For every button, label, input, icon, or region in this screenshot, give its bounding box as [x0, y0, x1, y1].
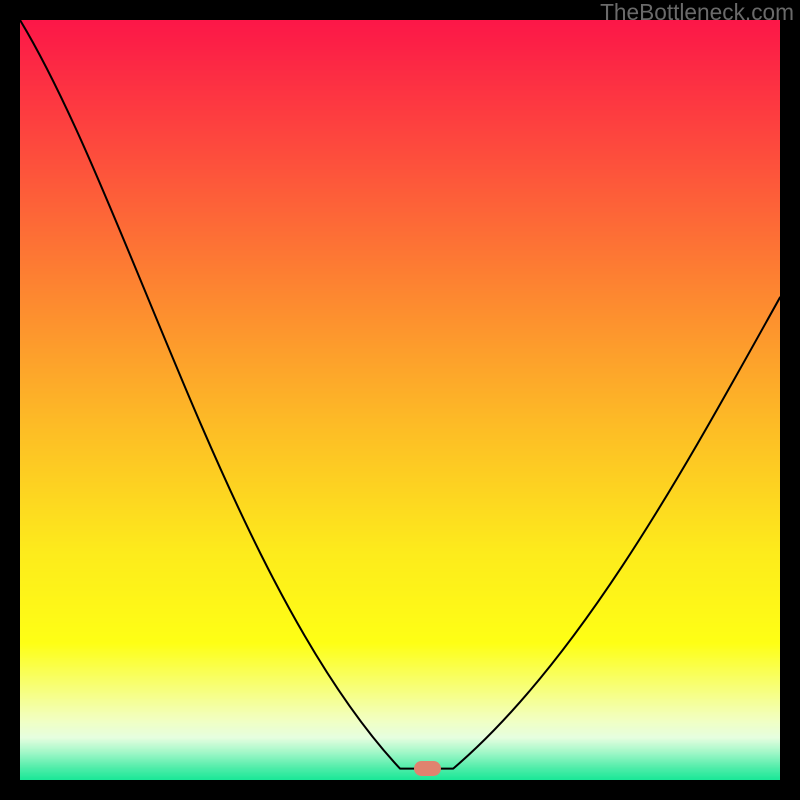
optimal-point-marker [414, 761, 441, 776]
bottleneck-curve [20, 20, 780, 780]
watermark-text: TheBottleneck.com [600, 0, 794, 26]
bottleneck-chart: TheBottleneck.com [0, 0, 800, 800]
curve-path [20, 20, 780, 769]
plot-area [20, 20, 780, 780]
